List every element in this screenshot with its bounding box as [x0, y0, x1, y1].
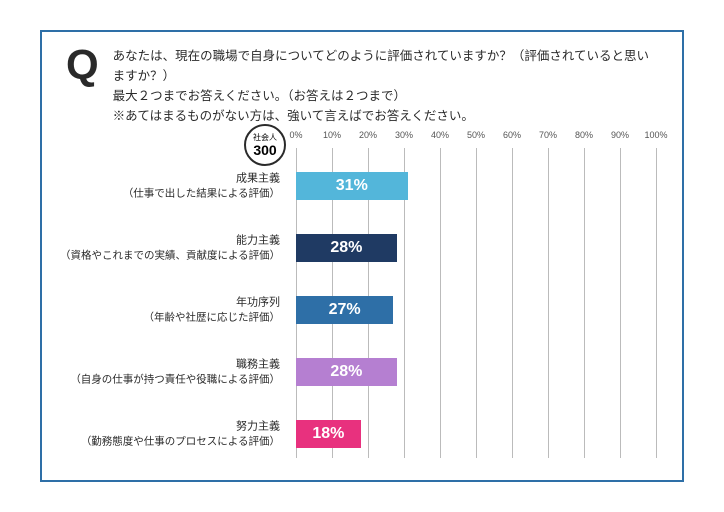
bar-label: 職務主義（自身の仕事が持つ責任や役職による評価）: [60, 357, 280, 386]
sample-badge: 社会人 300: [244, 124, 286, 166]
bar-label-title: 成果主義: [60, 171, 280, 186]
bar-label-sub: （勤務態度や仕事のプロセスによる評価）: [60, 434, 280, 448]
badge-label: 社会人: [253, 134, 277, 142]
bar: 31%: [296, 172, 408, 200]
x-tick-label: 60%: [503, 130, 521, 140]
bar-value: 27%: [329, 301, 361, 319]
badge-value: 300: [253, 143, 276, 157]
bar-label: 年功序列（年齢や社歴に応じた評価）: [60, 295, 280, 324]
bar-value: 28%: [330, 363, 362, 381]
question-line: あなたは、現在の職場で自身についてどのように評価されていますか？（評価されている…: [113, 46, 658, 86]
chart-row: 成果主義（仕事で出した結果による評価）31%: [296, 158, 656, 214]
bar-label-title: 能力主義: [60, 233, 280, 248]
question-line: ※あてはまるものがない方は、強いて言えばでお答えください。: [113, 106, 658, 126]
bar-label: 努力主義（勤務態度や仕事のプロセスによる評価）: [60, 419, 280, 448]
x-tick-label: 20%: [359, 130, 377, 140]
chart-area: 社会人 300 0%10%20%30%40%50%60%70%80%90%100…: [66, 128, 658, 460]
bar-label-sub: （仕事で出した結果による評価）: [60, 186, 280, 200]
bar: 28%: [296, 234, 397, 262]
bar-label: 能力主義（資格やこれまでの実績、貢献度による評価）: [60, 233, 280, 262]
x-tick-label: 0%: [289, 130, 302, 140]
bar-label-sub: （資格やこれまでの実績、貢献度による評価）: [60, 248, 280, 262]
gridline: [656, 148, 657, 458]
bar: 27%: [296, 296, 393, 324]
bar-label-title: 年功序列: [60, 295, 280, 310]
bar-label-sub: （年齢や社歴に応じた評価）: [60, 310, 280, 324]
plot-region: 0%10%20%30%40%50%60%70%80%90%100% 成果主義（仕…: [296, 128, 656, 458]
bar-value: 28%: [330, 239, 362, 257]
question-line: 最大２つまでお答えください。（お答えは２つまで）: [113, 86, 658, 106]
x-tick-label: 10%: [323, 130, 341, 140]
chart-frame: Q あなたは、現在の職場で自身についてどのように評価されていますか？（評価されて…: [40, 30, 684, 482]
bar: 28%: [296, 358, 397, 386]
bar-label: 成果主義（仕事で出した結果による評価）: [60, 171, 280, 200]
x-tick-label: 90%: [611, 130, 629, 140]
chart-row: 努力主義（勤務態度や仕事のプロセスによる評価）18%: [296, 406, 656, 462]
bar: 18%: [296, 420, 361, 448]
x-tick-label: 100%: [644, 130, 667, 140]
bar-value: 31%: [336, 177, 368, 195]
question-text: あなたは、現在の職場で自身についてどのように評価されていますか？（評価されている…: [113, 46, 658, 126]
x-tick-label: 80%: [575, 130, 593, 140]
question-header: Q あなたは、現在の職場で自身についてどのように評価されていますか？（評価されて…: [42, 32, 682, 126]
x-tick-label: 40%: [431, 130, 449, 140]
chart-row: 能力主義（資格やこれまでの実績、貢献度による評価）28%: [296, 220, 656, 276]
chart-row: 年功序列（年齢や社歴に応じた評価）27%: [296, 282, 656, 338]
x-tick-label: 30%: [395, 130, 413, 140]
x-tick-label: 70%: [539, 130, 557, 140]
bar-label-sub: （自身の仕事が持つ責任や役職による評価）: [60, 372, 280, 386]
bar-value: 18%: [312, 425, 344, 443]
bar-label-title: 努力主義: [60, 419, 280, 434]
q-icon: Q: [66, 44, 99, 86]
x-tick-label: 50%: [467, 130, 485, 140]
bar-label-title: 職務主義: [60, 357, 280, 372]
chart-row: 職務主義（自身の仕事が持つ責任や役職による評価）28%: [296, 344, 656, 400]
